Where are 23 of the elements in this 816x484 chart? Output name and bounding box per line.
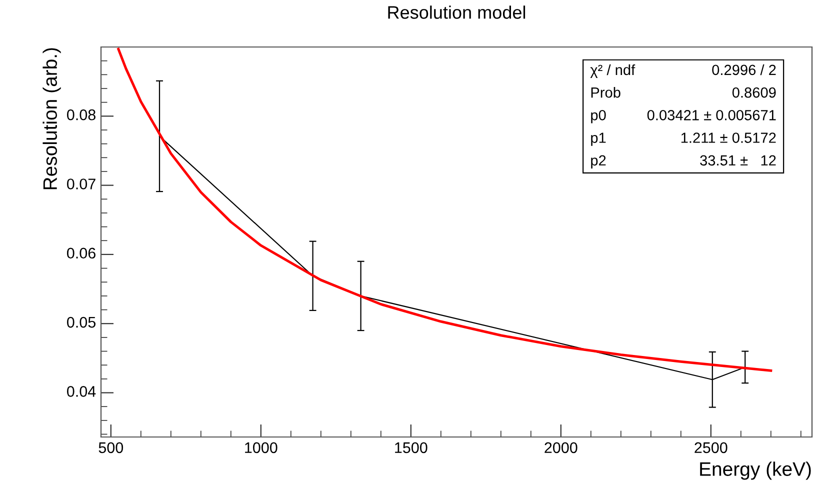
annotation: 0.8609 (732, 87, 776, 98)
x-tick-label: 2000 (544, 442, 578, 454)
y-tick-label: 0.08 (67, 109, 96, 120)
y-tick-label: 0.05 (67, 316, 96, 328)
x-axis-title: Energy (keV) (700, 462, 811, 480)
annotation: χ² / ndf (590, 64, 636, 78)
y-axis-title: Resolution (arb.) (42, 48, 61, 190)
y-tick-label: 0.06 (67, 248, 96, 259)
annotation: p2 (591, 155, 606, 168)
annotation: 0.03421 ± 0.005671 (647, 110, 776, 120)
annotation: p1 (591, 132, 606, 146)
annotation: 1.211 ± 0.5172 (681, 132, 776, 143)
annotation: 33.51 ± 12 (700, 155, 776, 166)
x-tick-label: 1000 (245, 442, 278, 454)
chart-title: Resolution model (388, 6, 526, 19)
x-tick-label: 1500 (395, 442, 428, 454)
annotation: Prob (591, 87, 620, 98)
annotation: 0.2996 / 2 (712, 64, 776, 76)
y-tick-label: 0.07 (67, 178, 96, 190)
y-tick-label: 0.04 (67, 386, 96, 397)
x-tick-label: 500 (98, 442, 124, 454)
annotation: p0 (591, 110, 606, 124)
x-tick-label: 2500 (694, 442, 728, 454)
